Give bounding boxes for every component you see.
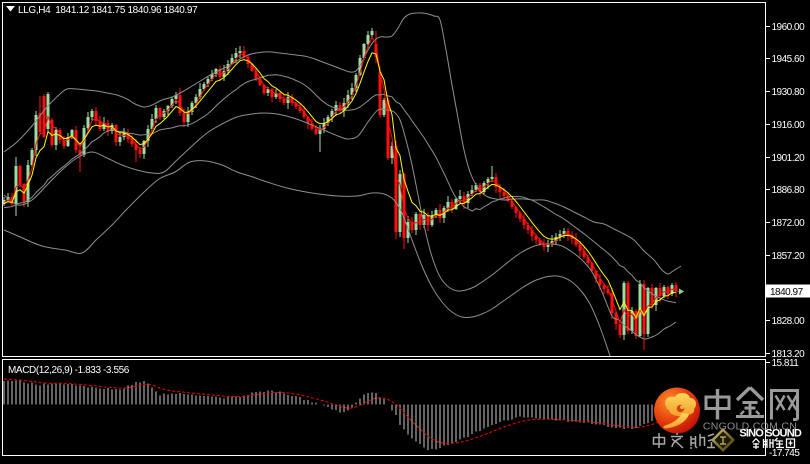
svg-text:15.811: 15.811 bbox=[772, 358, 800, 369]
svg-text:1813.20: 1813.20 bbox=[772, 349, 806, 360]
svg-text:MACD(12,26,9) -1.833 -3.556: MACD(12,26,9) -1.833 -3.556 bbox=[8, 365, 130, 376]
svg-text:1930.80: 1930.80 bbox=[772, 87, 806, 98]
svg-text:1840.97: 1840.97 bbox=[770, 287, 804, 298]
svg-text:CNGOLD.COM.CN: CNGOLD.COM.CN bbox=[703, 421, 797, 433]
svg-text:1901.20: 1901.20 bbox=[772, 153, 806, 164]
svg-text:1916.00: 1916.00 bbox=[772, 120, 806, 131]
svg-text:1960.00: 1960.00 bbox=[772, 22, 806, 33]
svg-text:1872.00: 1872.00 bbox=[772, 218, 806, 229]
svg-text:SINO SOUND: SINO SOUND bbox=[739, 428, 802, 440]
svg-text:1945.60: 1945.60 bbox=[772, 54, 806, 65]
svg-text:1828.00: 1828.00 bbox=[772, 316, 806, 327]
svg-text:1886.80: 1886.80 bbox=[772, 185, 806, 196]
svg-text:-17.745: -17.745 bbox=[769, 448, 800, 459]
svg-text:1857.20: 1857.20 bbox=[772, 251, 806, 262]
svg-text:LLG,H4 1841.12 1841.75 1840.9: LLG,H4 1841.12 1841.75 1840.96 1840.97 bbox=[18, 5, 198, 16]
